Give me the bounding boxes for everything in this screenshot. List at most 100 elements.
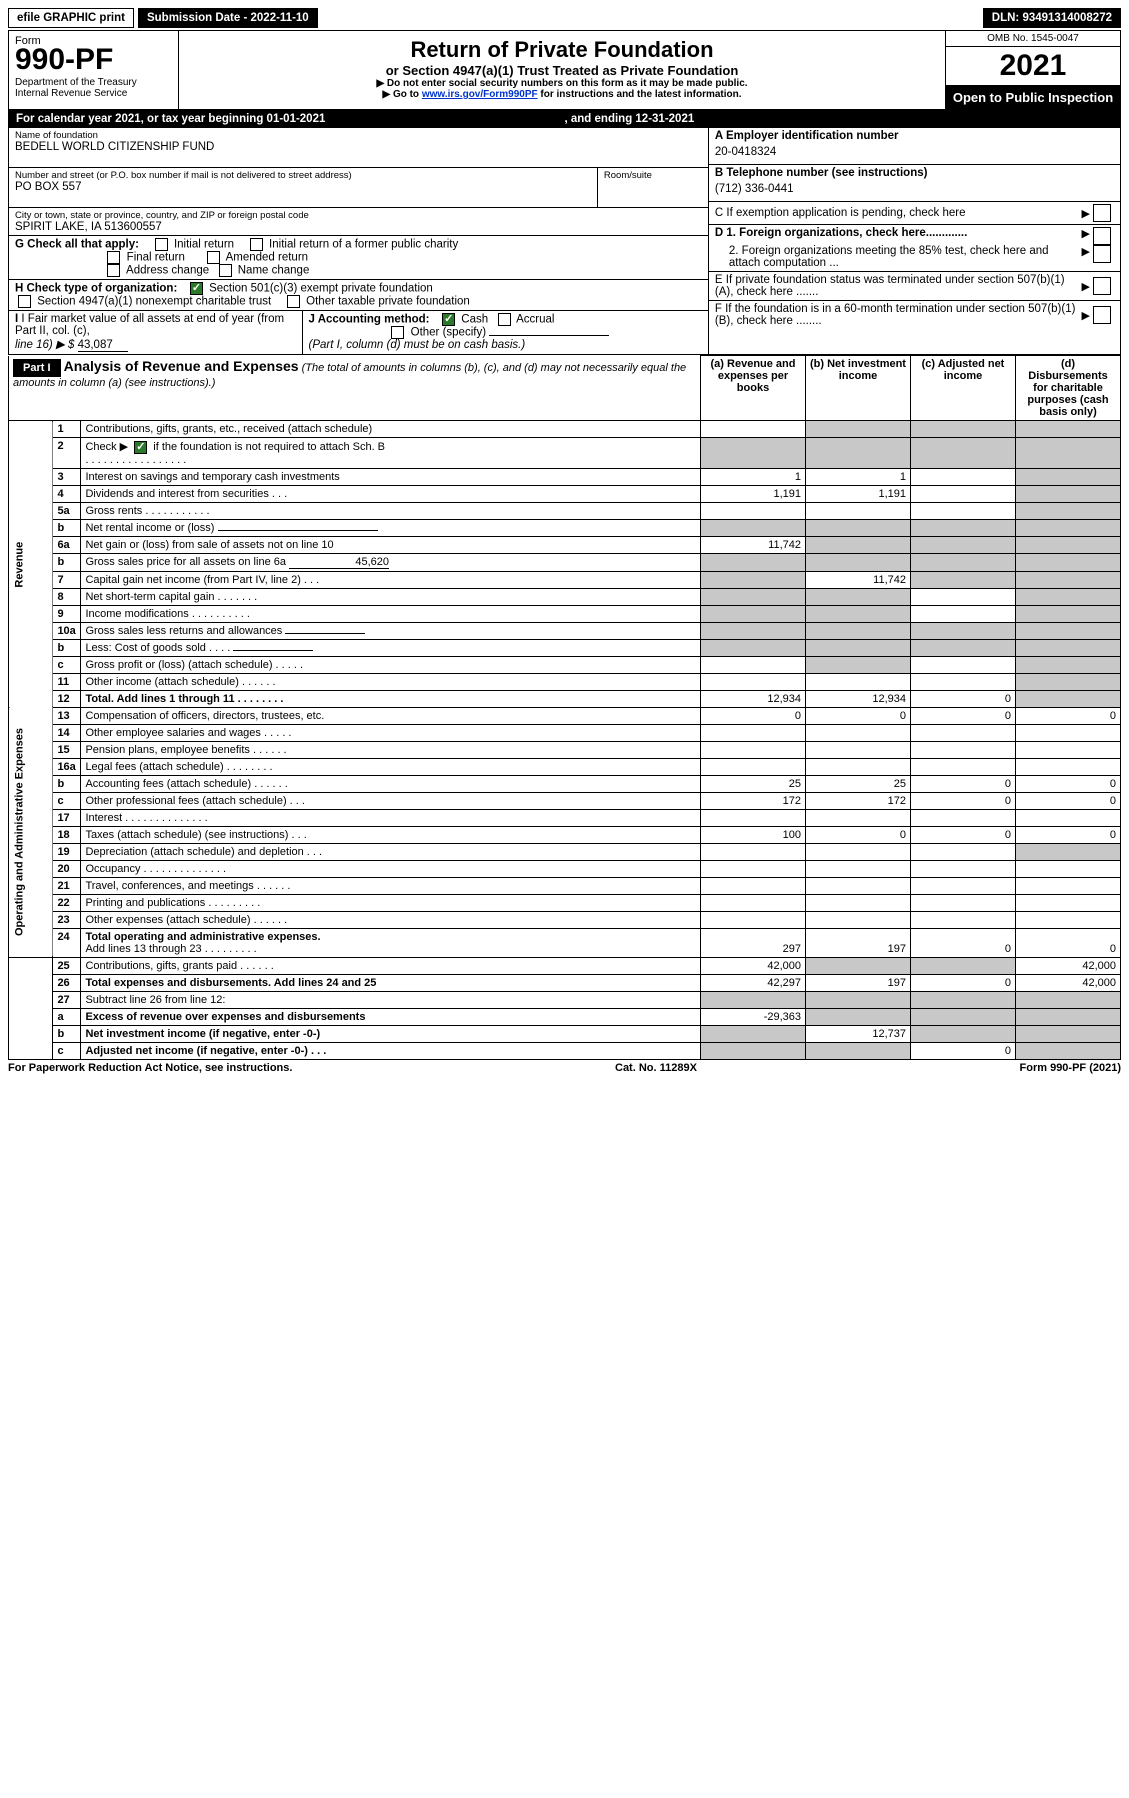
ein-value: 20-0418324 bbox=[715, 142, 1114, 162]
instructions-link[interactable]: www.irs.gov/Form990PF bbox=[422, 89, 538, 100]
table-row: bGross sales price for all assets on lin… bbox=[9, 553, 1121, 571]
table-row: 18Taxes (attach schedule) (see instructi… bbox=[9, 826, 1121, 843]
chk-terminated[interactable] bbox=[1093, 277, 1111, 295]
table-row: 4Dividends and interest from securities … bbox=[9, 485, 1121, 502]
section-e-label: E If private foundation status was termi… bbox=[715, 274, 1082, 298]
city-state-zip: SPIRIT LAKE, IA 513600557 bbox=[15, 221, 702, 233]
chk-60month[interactable] bbox=[1093, 306, 1111, 324]
page-footer: For Paperwork Reduction Act Notice, see … bbox=[8, 1060, 1121, 1076]
dept-irs: Internal Revenue Service bbox=[15, 88, 172, 99]
table-row: 2Check ▶ if the foundation is not requir… bbox=[9, 438, 1121, 469]
table-row: 15Pension plans, employee benefits . . .… bbox=[9, 741, 1121, 758]
table-row: 19Depreciation (attach schedule) and dep… bbox=[9, 843, 1121, 860]
table-row: 9Income modifications . . . . . . . . . … bbox=[9, 605, 1121, 622]
title-sub: or Section 4947(a)(1) Trust Treated as P… bbox=[185, 63, 939, 78]
section-i-label: I Fair market value of all assets at end… bbox=[15, 313, 284, 337]
col-c-header: (c) Adjusted net income bbox=[911, 356, 1016, 421]
revenue-sidebar: Revenue bbox=[9, 421, 53, 708]
chk-4947a1[interactable] bbox=[18, 295, 31, 308]
dln-label: DLN: 93491314008272 bbox=[983, 8, 1121, 28]
cat-number: Cat. No. 11289X bbox=[292, 1062, 1019, 1074]
form-header: Form 990-PF Department of the Treasury I… bbox=[8, 30, 1121, 110]
fmv-value: 43,087 bbox=[78, 339, 128, 352]
chk-other-method[interactable] bbox=[391, 326, 404, 339]
chk-amended[interactable] bbox=[207, 251, 220, 264]
chk-sch-b[interactable] bbox=[134, 441, 147, 454]
chk-exemption-pending[interactable] bbox=[1093, 204, 1111, 222]
part1-table: Part I Analysis of Revenue and Expenses … bbox=[8, 355, 1121, 1060]
table-row: bAccounting fees (attach schedule) . . .… bbox=[9, 775, 1121, 792]
table-row: bLess: Cost of goods sold . . . . bbox=[9, 639, 1121, 656]
instr-1: ▶ Do not enter social security numbers o… bbox=[185, 78, 939, 89]
chk-final-return[interactable] bbox=[107, 251, 120, 264]
chk-other-taxable[interactable] bbox=[287, 295, 300, 308]
table-row: 26Total expenses and disbursements. Add … bbox=[9, 974, 1121, 991]
table-row: 16aLegal fees (attach schedule) . . . . … bbox=[9, 758, 1121, 775]
calendar-year-bar: For calendar year 2021, or tax year begi… bbox=[8, 110, 1121, 128]
table-row: 27Subtract line 26 from line 12: bbox=[9, 991, 1121, 1008]
form-ref: Form 990-PF (2021) bbox=[1020, 1062, 1121, 1074]
table-row: 6aNet gain or (loss) from sale of assets… bbox=[9, 536, 1121, 553]
form-number: 990-PF bbox=[15, 43, 172, 77]
section-g: G Check all that apply: Initial return I… bbox=[9, 236, 708, 280]
table-row: Operating and Administrative Expenses 13… bbox=[9, 707, 1121, 724]
omb-number: OMB No. 1545-0047 bbox=[946, 31, 1120, 47]
chk-initial-former[interactable] bbox=[250, 238, 263, 251]
section-h: H Check type of organization: Section 50… bbox=[9, 280, 708, 311]
table-row: 22Printing and publications . . . . . . … bbox=[9, 894, 1121, 911]
street-address: PO BOX 557 bbox=[15, 181, 591, 193]
submission-date: Submission Date - 2022-11-10 bbox=[138, 8, 318, 28]
part1-tab: Part I bbox=[13, 359, 61, 377]
city-label: City or town, state or province, country… bbox=[15, 210, 702, 221]
open-inspection: Open to Public Inspection bbox=[946, 86, 1120, 109]
table-row: 3Interest on savings and temporary cash … bbox=[9, 468, 1121, 485]
table-row: 24Total operating and administrative exp… bbox=[9, 928, 1121, 957]
table-row: 21Travel, conferences, and meetings . . … bbox=[9, 877, 1121, 894]
table-row: 12Total. Add lines 1 through 11 . . . . … bbox=[9, 690, 1121, 707]
table-row: 7Capital gain net income (from Part IV, … bbox=[9, 571, 1121, 588]
tax-year: 2021 bbox=[946, 47, 1120, 86]
col-b-header: (b) Net investment income bbox=[806, 356, 911, 421]
section-d2: 2. Foreign organizations meeting the 85%… bbox=[729, 245, 1082, 269]
chk-foreign-org[interactable] bbox=[1093, 227, 1111, 245]
name-label: Name of foundation bbox=[15, 130, 702, 141]
chk-cash[interactable] bbox=[442, 313, 455, 326]
table-row: cOther professional fees (attach schedul… bbox=[9, 792, 1121, 809]
table-row: cAdjusted net income (if negative, enter… bbox=[9, 1042, 1121, 1059]
table-row: 10aGross sales less returns and allowanc… bbox=[9, 622, 1121, 639]
table-row: 25Contributions, gifts, grants paid . . … bbox=[9, 957, 1121, 974]
table-row: 8Net short-term capital gain . . . . . .… bbox=[9, 588, 1121, 605]
instr-2: ▶ Go to www.irs.gov/Form990PF for instru… bbox=[185, 89, 939, 100]
chk-name-change[interactable] bbox=[219, 264, 232, 277]
table-row: aExcess of revenue over expenses and dis… bbox=[9, 1008, 1121, 1025]
topbar: efile GRAPHIC print Submission Date - 20… bbox=[8, 8, 1121, 28]
table-row: bNet investment income (if negative, ent… bbox=[9, 1025, 1121, 1042]
cash-basis-note: (Part I, column (d) must be on cash basi… bbox=[309, 339, 526, 351]
col-d-header: (d) Disbursements for charitable purpose… bbox=[1016, 356, 1121, 421]
chk-501c3[interactable] bbox=[190, 282, 203, 295]
ein-label: A Employer identification number bbox=[715, 130, 899, 142]
chk-accrual[interactable] bbox=[498, 313, 511, 326]
section-f-label: F If the foundation is in a 60-month ter… bbox=[715, 303, 1082, 327]
addr-label: Number and street (or P.O. box number if… bbox=[15, 170, 591, 181]
phone-label: B Telephone number (see instructions) bbox=[715, 167, 928, 179]
table-row: 11Other income (attach schedule) . . . .… bbox=[9, 673, 1121, 690]
title-main: Return of Private Foundation bbox=[185, 37, 939, 63]
dept-treasury: Department of the Treasury bbox=[15, 77, 172, 88]
table-row: Revenue 1Contributions, gifts, grants, e… bbox=[9, 421, 1121, 438]
efile-label[interactable]: efile GRAPHIC print bbox=[8, 8, 134, 28]
phone-value: (712) 336-0441 bbox=[715, 179, 1114, 199]
table-row: 14Other employee salaries and wages . . … bbox=[9, 724, 1121, 741]
section-d1: D 1. Foreign organizations, check here..… bbox=[715, 227, 1082, 239]
chk-address-change[interactable] bbox=[107, 264, 120, 277]
col-a-header: (a) Revenue and expenses per books bbox=[701, 356, 806, 421]
section-c-label: C If exemption application is pending, c… bbox=[715, 207, 1082, 219]
table-row: cGross profit or (loss) (attach schedule… bbox=[9, 656, 1121, 673]
chk-initial-return[interactable] bbox=[155, 238, 168, 251]
room-label: Room/suite bbox=[604, 170, 702, 181]
table-row: 23Other expenses (attach schedule) . . .… bbox=[9, 911, 1121, 928]
identity-block: Name of foundation BEDELL WORLD CITIZENS… bbox=[8, 128, 1121, 355]
table-row: 20Occupancy . . . . . . . . . . . . . . bbox=[9, 860, 1121, 877]
gross-sales-6a: 45,620 bbox=[289, 556, 389, 569]
chk-85pct[interactable] bbox=[1093, 245, 1111, 263]
